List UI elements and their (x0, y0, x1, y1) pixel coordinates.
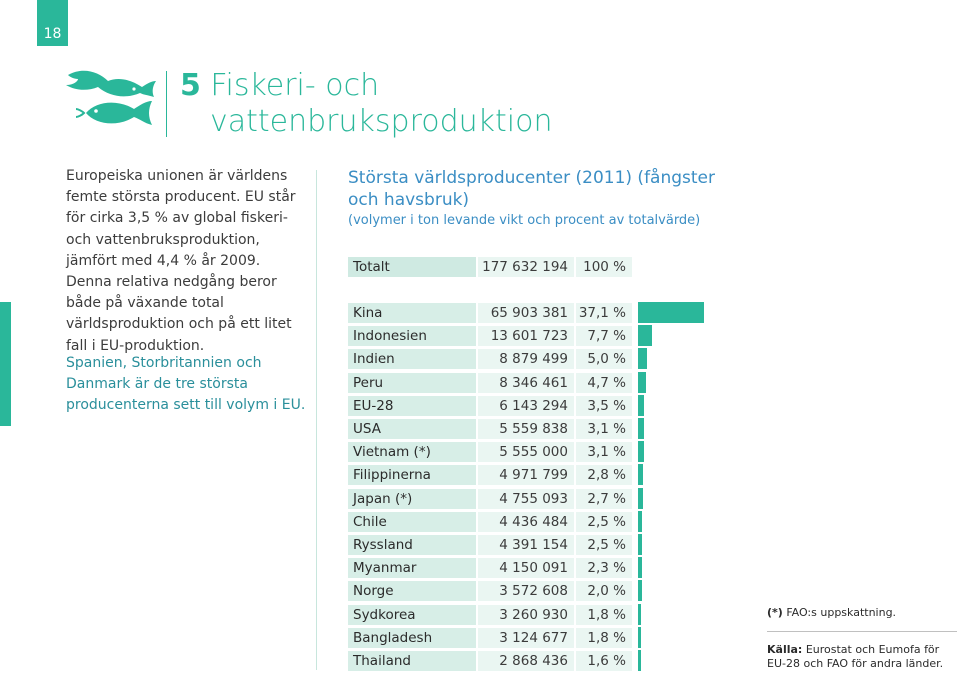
country-name: EU-28 (348, 396, 476, 416)
share-bar (638, 302, 704, 323)
percent-cell: 1,8 % (576, 628, 632, 648)
total-percent: 100 % (576, 257, 632, 277)
source-label: Källa: (767, 643, 803, 656)
chapter-title-line1: Fiskeri- och (210, 68, 380, 103)
source-note: Källa: Eurostat och Eumofa för EU-28 och… (767, 643, 960, 671)
country-name: Myanmar (348, 558, 476, 578)
volume-cell: 5 559 838 (478, 419, 574, 439)
highlight-paragraph: Spanien, Storbritannien och Danmark är d… (66, 355, 306, 414)
percent-cell: 7,7 % (576, 326, 632, 346)
percent-cell: 2,5 % (576, 512, 632, 532)
chapter-number: 5 (180, 68, 201, 103)
volume-cell: 4 971 799 (478, 465, 574, 485)
total-volume: 177 632 194 (478, 257, 574, 277)
volume-cell: 4 150 091 (478, 558, 574, 578)
percent-cell: 1,6 % (576, 651, 632, 671)
country-name: Peru (348, 373, 476, 393)
volume-cell: 65 903 381 (478, 303, 574, 323)
country-name: Indien (348, 349, 476, 369)
percent-cell: 3,5 % (576, 396, 632, 416)
share-bar (638, 348, 647, 369)
share-bar (638, 488, 643, 509)
country-name: Ryssland (348, 535, 476, 555)
volume-cell: 3 572 608 (478, 581, 574, 601)
page-number-tab: 18 (37, 0, 68, 46)
footnote-rule (767, 631, 957, 632)
left-accent-bar (0, 302, 11, 426)
share-bar (638, 372, 647, 393)
chapter-title: 5 Fiskeri- och vattenbruksproduktion (180, 68, 553, 140)
share-bar (638, 325, 652, 346)
footnote-text: FAO:s uppskattning. (786, 606, 897, 619)
page-number: 18 (43, 26, 62, 42)
volume-cell: 5 555 000 (478, 442, 574, 462)
total-label: Totalt (348, 257, 476, 277)
country-name: Filippinerna (348, 465, 476, 485)
source-text: Eurostat och Eumofa för EU-28 och FAO fö… (767, 643, 944, 670)
country-name: Bangladesh (348, 628, 476, 648)
share-bar (638, 418, 644, 439)
percent-cell: 2,8 % (576, 465, 632, 485)
country-name: Norge (348, 581, 476, 601)
volume-cell: 2 868 436 (478, 651, 574, 671)
volume-cell: 4 436 484 (478, 512, 574, 532)
share-bar (638, 580, 642, 601)
percent-cell: 5,0 % (576, 349, 632, 369)
country-name: USA (348, 419, 476, 439)
table-subtitle: (volymer i ton levande vikt och procent … (348, 213, 701, 228)
percent-cell: 37,1 % (576, 303, 632, 323)
table-title: Största världsproducenter (2011) (fångst… (348, 168, 716, 210)
intro-paragraph: Europeiska unionen är världens femte stö… (66, 168, 296, 354)
country-name: Kina (348, 303, 476, 323)
share-bar (638, 627, 642, 648)
footnote-mark: (*) (767, 606, 783, 619)
share-bar (638, 464, 643, 485)
share-bar (638, 650, 641, 671)
percent-cell: 2,0 % (576, 581, 632, 601)
share-bar (638, 441, 644, 462)
volume-cell: 8 346 461 (478, 373, 574, 393)
country-name: Indonesien (348, 326, 476, 346)
volume-cell: 4 755 093 (478, 489, 574, 509)
title-divider (166, 71, 167, 137)
share-bar (638, 557, 643, 578)
country-name: Japan (*) (348, 489, 476, 509)
percent-cell: 2,5 % (576, 535, 632, 555)
country-name: Sydkorea (348, 605, 476, 625)
percent-cell: 1,8 % (576, 605, 632, 625)
percent-cell: 4,7 % (576, 373, 632, 393)
footnote: (*) FAO:s uppskattning. (767, 606, 896, 619)
share-bar (638, 395, 645, 416)
column-divider (316, 170, 317, 670)
volume-cell: 6 143 294 (478, 396, 574, 416)
country-name: Thailand (348, 651, 476, 671)
percent-cell: 3,1 % (576, 442, 632, 462)
country-name: Chile (348, 512, 476, 532)
percent-cell: 2,3 % (576, 558, 632, 578)
chapter-title-line2: vattenbruksproduktion (210, 104, 553, 139)
fish-icon (66, 70, 156, 125)
share-bar (638, 511, 643, 532)
volume-cell: 13 601 723 (478, 326, 574, 346)
share-bar (638, 534, 643, 555)
volume-cell: 3 260 930 (478, 605, 574, 625)
percent-cell: 3,1 % (576, 419, 632, 439)
country-name: Vietnam (*) (348, 442, 476, 462)
volume-cell: 8 879 499 (478, 349, 574, 369)
percent-cell: 2,7 % (576, 489, 632, 509)
volume-cell: 4 391 154 (478, 535, 574, 555)
share-bar (638, 604, 642, 625)
volume-cell: 3 124 677 (478, 628, 574, 648)
